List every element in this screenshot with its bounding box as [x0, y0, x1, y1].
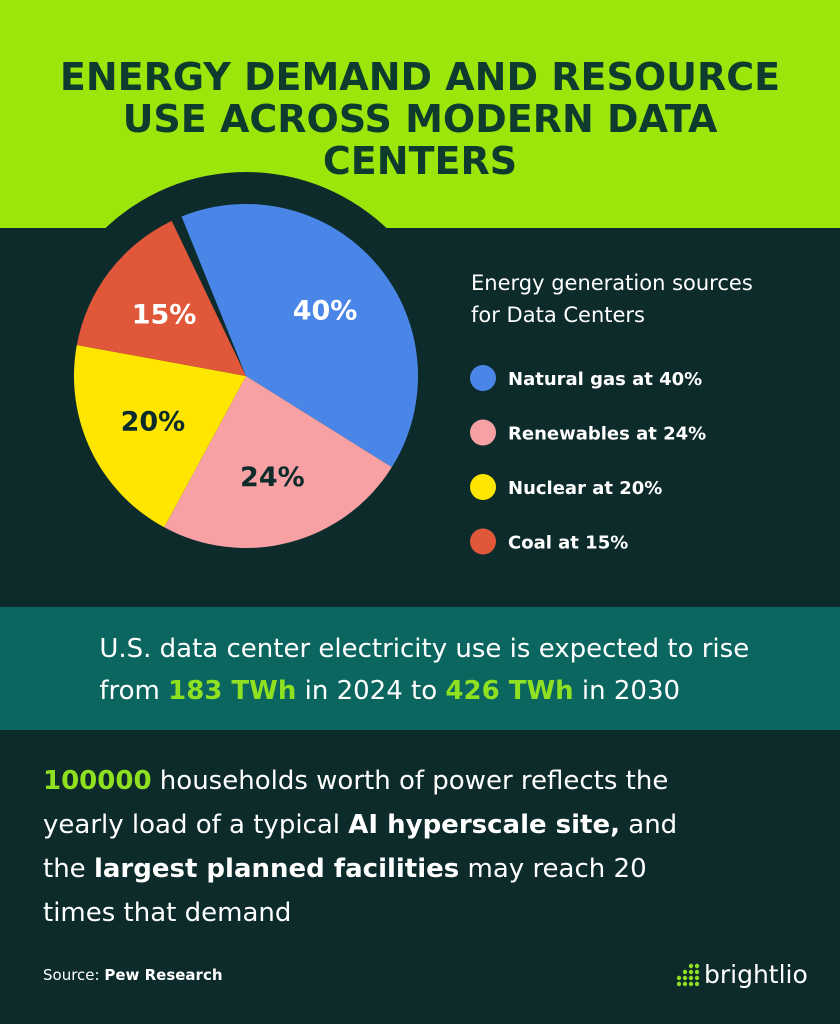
note-line: yearly load of a typical AI hyperscale s…	[43, 810, 677, 840]
note-line: the largest planned facilities may reach…	[43, 854, 647, 884]
legend-title: Energy generation sources	[471, 271, 753, 295]
data-label: 20%	[121, 407, 186, 438]
pie-slice	[74, 344, 246, 528]
title-line: USE ACROSS MODERN DATA	[123, 97, 718, 141]
stat-highlight: 183 TWh	[168, 676, 296, 706]
brand-dot	[688, 969, 694, 975]
source-name: Pew Research	[104, 966, 222, 984]
title-line: CENTERS	[323, 139, 517, 183]
brand-dot	[694, 963, 700, 969]
legend-label: Coal at 15%	[508, 533, 628, 554]
legend-swatch	[470, 474, 496, 500]
data-label: 40%	[293, 296, 358, 327]
brand-dot	[676, 975, 682, 981]
brand-icon	[676, 963, 700, 987]
note-line: 100000 households worth of power reflect…	[43, 766, 668, 796]
source-label: Source:	[43, 966, 100, 984]
legend-swatch	[470, 528, 496, 555]
pie: 40% 24% 20% 15%	[74, 204, 418, 548]
note-line: times that demand	[43, 898, 291, 928]
pie-slice	[181, 204, 418, 468]
note-bold: largest planned facilities	[94, 854, 459, 884]
stat-text: from	[99, 676, 168, 706]
note-bold: AI hyperscale site,	[348, 810, 620, 840]
title-line: ENERGY DEMAND AND RESOURCE	[60, 55, 780, 99]
legend-title: for Data Centers	[471, 303, 645, 327]
brand-dot	[694, 969, 700, 975]
brand-dot	[694, 975, 700, 981]
stat-text: in 2030	[574, 676, 680, 706]
note-text: yearly load of a typical	[43, 810, 348, 840]
note-text: and	[620, 810, 677, 840]
source: Source: Pew Research	[43, 966, 223, 984]
legend-label: Nuclear at 20%	[508, 478, 662, 499]
brand-dot	[676, 981, 682, 987]
note-text: households worth of power reflects the	[152, 766, 669, 796]
stat-band	[0, 607, 840, 730]
stat-highlight: 426 TWh	[445, 676, 573, 706]
pie-slice	[76, 220, 246, 376]
data-label: 24%	[240, 462, 305, 493]
legend-label: Renewables at 24%	[508, 424, 706, 445]
data-label: 15%	[132, 299, 197, 330]
note-highlight: 100000	[43, 766, 152, 796]
pie-slice	[164, 376, 392, 548]
legend: Natural gas at 40% Renewables at 24% Nucle…	[470, 365, 706, 555]
stat-line: U.S. data center electricity use is expe…	[58, 634, 774, 664]
stat-line: from 183 TWh in 2024 to 426 TWh in 2030	[58, 676, 705, 706]
header-band	[0, 0, 840, 228]
brand-dot	[688, 963, 694, 969]
brand-dot	[682, 981, 688, 987]
brand-dot	[688, 975, 694, 981]
brand: brightlio	[704, 960, 808, 989]
stat-text: U.S. data center electricity use is expe…	[99, 634, 749, 664]
legend-label: Natural gas at 40%	[508, 369, 702, 390]
stat-text: in 2024 to	[296, 676, 445, 706]
legend-swatch	[470, 419, 496, 446]
legend-swatch	[470, 365, 496, 391]
brand-dot	[694, 981, 700, 987]
brand-dot	[682, 969, 688, 975]
note-text: times that demand	[43, 898, 291, 928]
brand-dot	[688, 981, 694, 987]
brand-dot	[682, 975, 688, 981]
note-text: the	[43, 854, 94, 884]
note-text: may reach 20	[459, 854, 646, 884]
